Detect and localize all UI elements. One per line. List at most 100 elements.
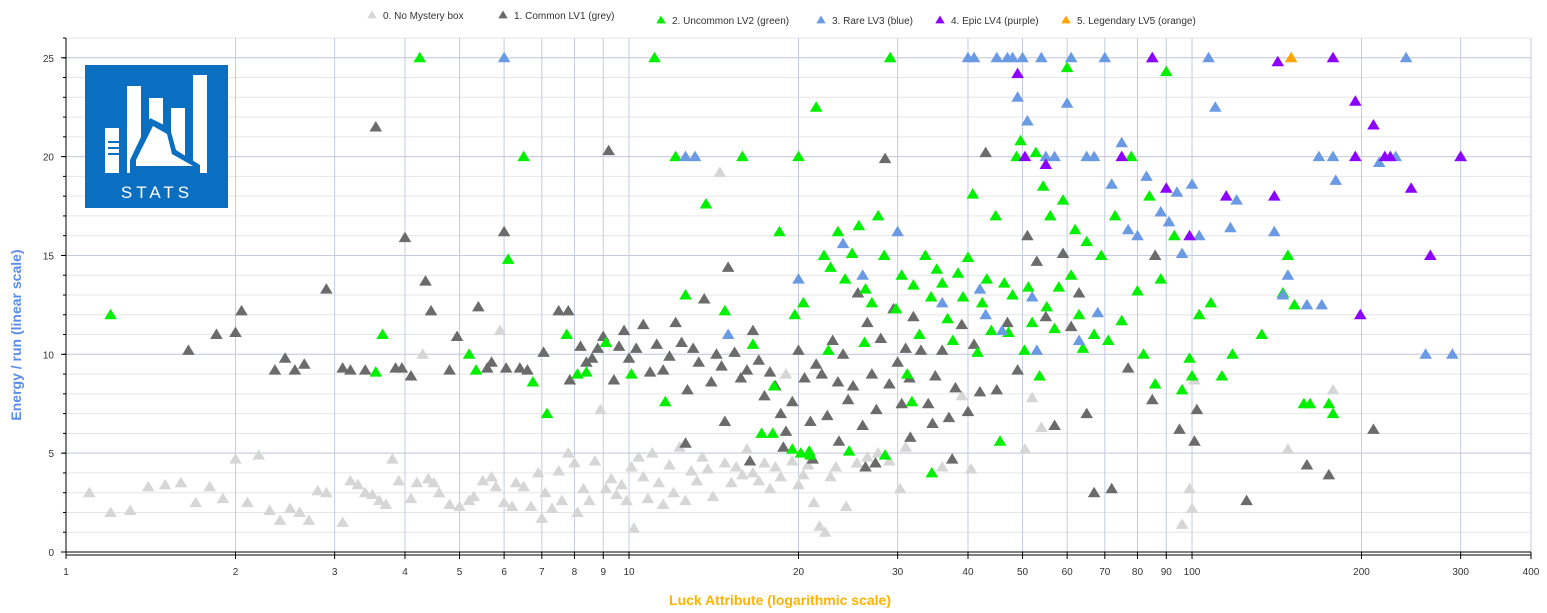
data-point (766, 427, 780, 438)
data-point (1300, 298, 1314, 310)
data-point (921, 397, 935, 409)
data-point (935, 277, 949, 288)
data-point (268, 364, 282, 375)
data-point (599, 336, 613, 347)
data-point (1095, 249, 1108, 260)
data-point (358, 486, 372, 498)
data-point (141, 480, 155, 492)
data-point (891, 356, 904, 367)
legend-item[interactable]: 3. Rare LV3 (blue) (816, 15, 913, 28)
data-point (182, 344, 195, 355)
data-point (829, 460, 843, 472)
data-point (851, 287, 865, 298)
data-point (1183, 352, 1196, 363)
data-point (351, 478, 365, 490)
data-point (1048, 322, 1061, 334)
data-point (769, 460, 782, 472)
data-point (663, 459, 676, 470)
legend-item[interactable]: 2. Uncommon LV2 (green) (656, 15, 789, 28)
data-point (919, 249, 932, 260)
data-point (1064, 269, 1078, 280)
data-point (524, 500, 538, 512)
data-point (1025, 316, 1039, 328)
legend-label: 3. Rare LV3 (blue) (832, 16, 913, 27)
data-point (443, 364, 456, 375)
data-point (1021, 229, 1034, 241)
data-point (517, 480, 530, 492)
data-point (499, 362, 513, 373)
x-tick-label: 400 (1523, 567, 1540, 578)
data-point (746, 338, 760, 349)
data-point (1011, 91, 1024, 102)
data-point (850, 457, 864, 468)
data-point (1349, 150, 1362, 162)
data-point (189, 496, 203, 508)
data-point (273, 514, 287, 525)
data-point (288, 364, 302, 375)
data-point (1162, 215, 1176, 227)
data-point (710, 348, 723, 359)
data-point (1048, 419, 1061, 430)
data-point (158, 478, 172, 490)
data-point (1022, 281, 1035, 292)
data-point (878, 449, 892, 460)
x-tick-label: 8 (572, 567, 578, 578)
data-point (1312, 150, 1326, 162)
legend-item[interactable]: 4. Epic LV4 (purple) (935, 15, 1039, 28)
data-point (774, 407, 788, 419)
data-point (369, 366, 383, 377)
data-point (263, 504, 276, 515)
data-point (779, 425, 793, 436)
data-point (369, 120, 383, 132)
data-point (955, 389, 969, 401)
data-point (1115, 136, 1128, 148)
data-point (895, 269, 908, 280)
data-point (852, 219, 866, 231)
data-point (1326, 383, 1340, 395)
data-point (904, 431, 917, 442)
data-point (476, 474, 490, 486)
data-point (1281, 269, 1295, 280)
data-point (1367, 423, 1380, 434)
data-point (1322, 468, 1336, 480)
data-point (531, 466, 545, 478)
data-point (669, 316, 682, 328)
data-point (1271, 55, 1285, 67)
y-tick-label: 20 (43, 153, 55, 164)
data-point (669, 150, 682, 162)
data-point (964, 462, 978, 474)
series-1 (182, 120, 1380, 506)
data-point (681, 383, 694, 395)
data-point (1040, 300, 1054, 312)
legend-marker (1061, 15, 1071, 24)
data-point (1087, 486, 1101, 498)
data-point (1140, 170, 1153, 181)
data-point (526, 375, 540, 387)
x-tick-label: 9 (600, 567, 606, 578)
data-point (1154, 273, 1168, 284)
data-point (891, 225, 904, 237)
data-point (736, 150, 749, 162)
data-point (831, 225, 845, 237)
legend-item[interactable]: 5. Legendary LV5 (orange) (1061, 15, 1196, 28)
data-point (728, 346, 741, 357)
data-point (517, 150, 530, 162)
data-point (1001, 316, 1014, 328)
data-point (824, 261, 837, 272)
legend-item[interactable]: 1. Common LV1 (grey) (498, 10, 614, 23)
data-point (1035, 421, 1048, 432)
data-point (1326, 51, 1340, 63)
legend-item[interactable]: 0. No Mystery box (367, 10, 464, 23)
data-point (574, 340, 587, 351)
data-point (1039, 158, 1053, 170)
data-point (641, 492, 655, 504)
data-point (878, 152, 892, 164)
data-point (1148, 249, 1162, 260)
data-point (1108, 209, 1122, 221)
data-point (552, 464, 565, 476)
data-point (1068, 223, 1082, 235)
data-point (679, 494, 692, 506)
data-point (1192, 308, 1206, 320)
data-point (997, 277, 1011, 288)
data-point (786, 443, 799, 454)
